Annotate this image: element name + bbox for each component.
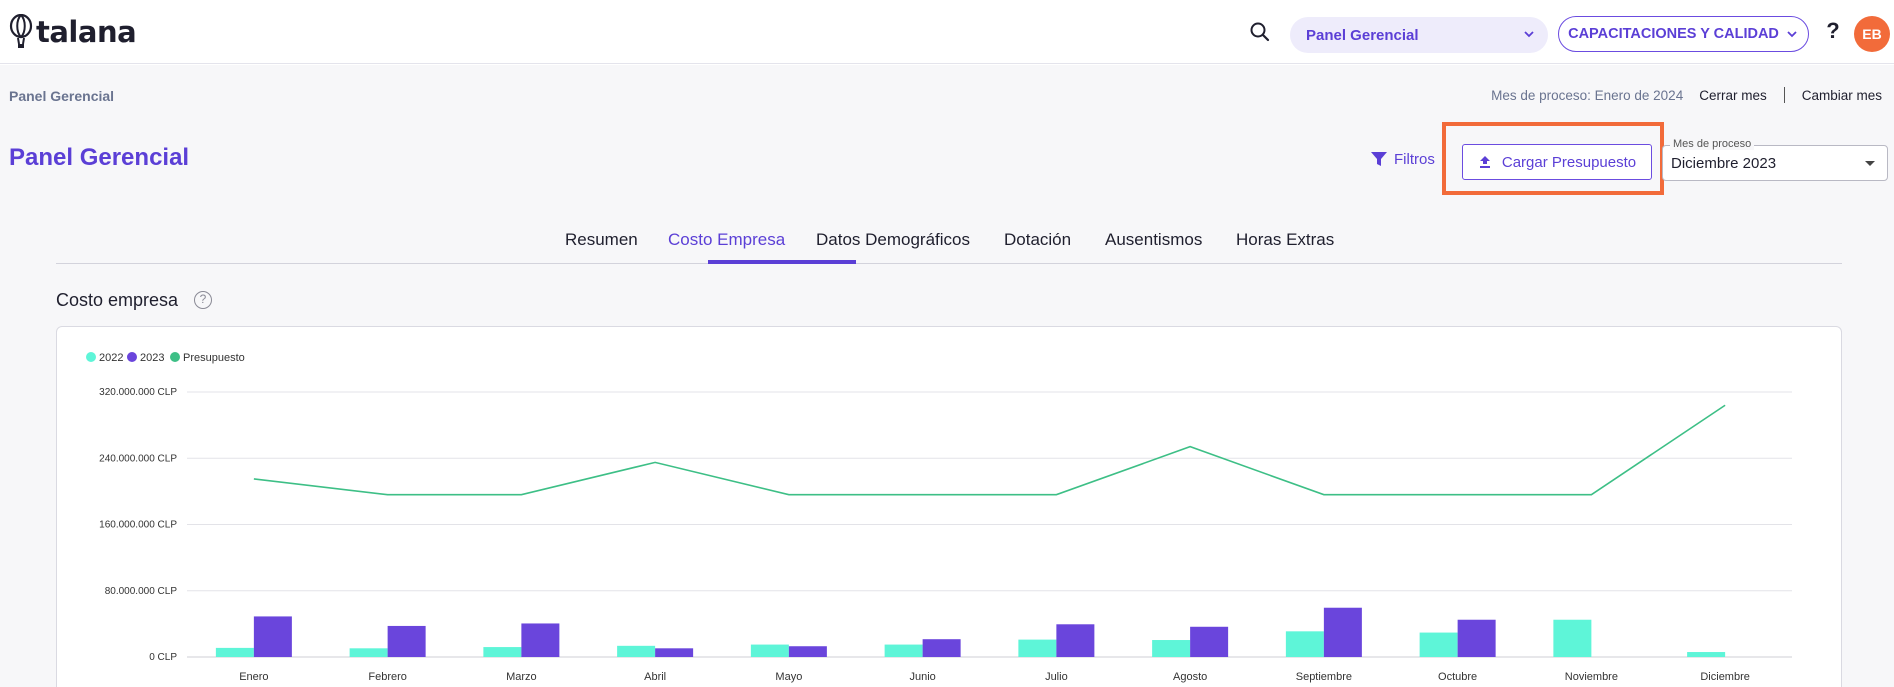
balloon-icon [9,14,33,48]
tab-datos-demograficos[interactable]: Datos Demográficos [816,230,971,249]
bar-2023 [387,625,426,657]
y-tick-label: 0 CLP [149,652,177,663]
tab-horas-extras[interactable]: Horas Extras [1236,230,1335,249]
y-tick-label: 320.000.000 CLP [99,387,177,398]
tab-dotacion[interactable]: Dotación [1004,230,1072,249]
x-tick-label: Febrero [368,671,407,683]
tab-costo-empresa[interactable]: Costo Empresa [668,230,786,249]
module-select[interactable]: Panel Gerencial [1290,17,1548,53]
tab-resumen[interactable]: Resumen [565,230,638,249]
upload-icon [1479,156,1490,168]
legend-label: Presupuesto [183,352,245,364]
bar-2023 [1457,619,1496,657]
x-tick-label: Septiembre [1296,671,1352,683]
process-month-select-value: Diciembre 2023 [1671,155,1777,172]
y-tick-label: 160.000.000 CLP [99,520,177,531]
company-select-button[interactable]: CAPACITACIONES Y CALIDAD [1558,16,1809,52]
bar-2023 [1323,607,1362,657]
help-button[interactable]: ? [1826,18,1840,43]
filter-icon [1371,152,1387,166]
cost-chart: 2022 2023 Presupuesto 0 CLP 80.000.000 CLP 16… [86,352,1792,683]
x-tick-label: Enero [239,671,268,683]
process-month-select-legend: Mes de proceso [1670,138,1755,150]
bar-2023 [253,616,292,657]
search-button[interactable] [1248,20,1276,48]
budget-line [253,404,1726,496]
bar-2022 [1419,632,1458,657]
filters-button[interactable]: Filtros [1370,150,1435,168]
bar-2023 [922,639,961,657]
x-tick-label: Abril [644,671,666,683]
legend-label: 2023 [140,352,164,364]
talana-logo[interactable]: talana [8,14,137,50]
company-select-label: CAPACITACIONES Y CALIDAD [1568,26,1779,42]
process-month-label: Mes de proceso: Enero de 2024 [1491,87,1684,103]
top-bar: talana Panel Gerencial CAPACITACIONES Y … [0,0,1894,64]
bar-2022 [1152,640,1191,657]
page-title: Panel Gerencial [9,144,190,171]
chevron-down-icon [1787,31,1797,38]
breadcrumb[interactable]: Panel Gerencial [9,88,115,104]
bar-2022 [349,648,388,657]
caret-down-icon [1865,161,1875,166]
legend-marker [127,352,137,362]
tab-ausentismos[interactable]: Ausentismos [1105,230,1203,249]
avatar[interactable]: EB [1854,16,1890,52]
close-month-link[interactable]: Cerrar mes [1699,87,1767,103]
bar-2022 [1687,652,1726,657]
cost-chart-card: 2022 2023 Presupuesto 0 CLP 80.000.000 CLP 16… [56,326,1842,687]
search-icon [1250,22,1270,42]
bar-2022 [215,647,254,657]
active-tab-indicator [708,260,856,264]
y-tick-label: 240.000.000 CLP [99,453,177,464]
change-month-link[interactable]: Cambiar mes [1801,87,1882,103]
bar-2023 [1190,626,1229,657]
x-tick-label: Octubre [1438,671,1477,683]
upload-budget-button[interactable]: Cargar Presupuesto [1462,144,1652,180]
process-month-select[interactable]: Mes de proceso Diciembre 2023 [1662,138,1888,181]
x-tick-label: Noviembre [1565,671,1618,683]
legend-marker [86,352,96,362]
x-tick-label: Diciembre [1700,671,1750,683]
bar-2023 [521,623,560,657]
bar-2023 [655,648,694,657]
y-tick-label: 80.000.000 CLP [105,586,178,597]
x-tick-label: Marzo [506,671,537,683]
legend-label: 2022 [99,352,123,364]
help-icon[interactable]: ? [194,291,212,309]
x-tick-label: Mayo [775,671,802,683]
tab-bar: Resumen Costo Empresa Datos Demográficos… [56,222,1842,264]
upload-budget-label: Cargar Presupuesto [1501,153,1637,171]
x-tick-label: Junio [909,671,935,683]
bar-2022 [617,645,656,657]
x-tick-label: Agosto [1173,671,1207,683]
bar-2022 [1285,631,1324,657]
bar-2022 [1553,619,1592,657]
x-tick-label: Julio [1045,671,1068,683]
divider [1783,87,1785,103]
bar-2023 [1056,624,1095,657]
bar-2022 [1018,639,1057,657]
filters-label: Filtros [1394,150,1435,168]
chevron-down-icon [1524,31,1534,38]
bar-2022 [750,644,789,657]
legend-marker [170,352,180,362]
section-title: Costo empresa [56,290,179,310]
logo-text: talana [36,15,137,49]
bar-2023 [788,646,827,657]
bar-2022 [884,644,923,657]
module-select-value: Panel Gerencial [1306,26,1419,44]
bar-2022 [483,647,522,657]
process-info: Mes de proceso: Enero de 2024 Cerrar mes… [1491,87,1882,103]
